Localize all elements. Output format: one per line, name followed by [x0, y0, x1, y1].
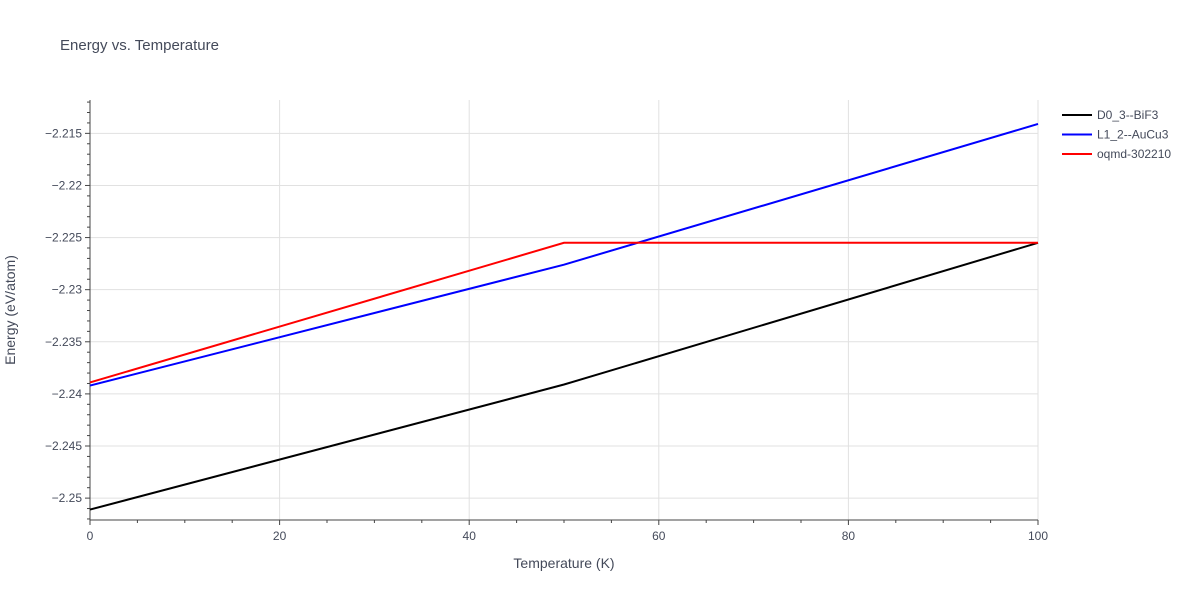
x-tick-label: 100 — [1028, 529, 1048, 543]
x-tick-label: 20 — [273, 529, 287, 543]
y-tick-label: −2.225 — [45, 231, 82, 245]
x-tick-label: 60 — [652, 529, 666, 543]
y-tick-label: −2.235 — [45, 335, 82, 349]
series-layer — [89, 123, 1039, 511]
series-line — [89, 241, 1039, 511]
y-tick-label: −2.245 — [45, 439, 82, 453]
legend-label: L1_2--AuCu3 — [1097, 128, 1169, 142]
y-tick-label: −2.25 — [52, 491, 83, 505]
x-tick-label: 40 — [463, 529, 477, 543]
y-tick-label: −2.24 — [52, 387, 83, 401]
grid-layer — [90, 100, 1039, 520]
y-tick-label: −2.23 — [52, 283, 83, 297]
axis-layer: 0 20 40 60 80 100 −2.25 −2.245 −2.24 −2.235 −2.23 −… — [45, 100, 1048, 543]
chart-title: Energy vs. Temperature — [60, 37, 219, 54]
x-tick-label: 80 — [842, 529, 856, 543]
y-tick-label: −2.22 — [52, 178, 83, 192]
series-line — [89, 123, 1039, 387]
legend-label: D0_3--BiF3 — [1097, 108, 1159, 122]
legend: D0_3--BiF3 L1_2--AuCu3 oqmd-302210 — [1062, 108, 1171, 161]
y-axis-label: Energy (eV/atom) — [2, 255, 18, 365]
y-tick-label: −2.215 — [45, 126, 82, 140]
legend-label: oqmd-302210 — [1097, 147, 1171, 161]
series-line — [89, 241, 1038, 384]
x-axis-label: Temperature (K) — [513, 555, 614, 571]
x-tick-label: 0 — [87, 529, 94, 543]
